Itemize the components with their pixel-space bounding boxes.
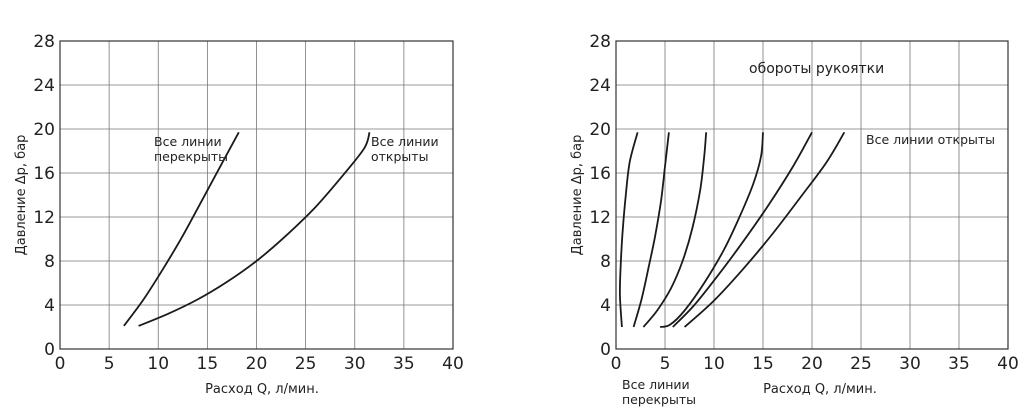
x-tick-label: 25	[295, 354, 317, 374]
y-tick-label: 28	[589, 32, 611, 52]
y-tick-label: 28	[33, 32, 55, 52]
series-curve-3	[642, 132, 708, 328]
plot-frame	[615, 40, 1009, 350]
annotation-handle: обороты рукоятки	[749, 61, 884, 77]
annotation-open: Все линии открыты	[866, 132, 995, 147]
x-tick-label: 30	[899, 354, 921, 374]
x-axis-title: Расход Q, л/мин.	[205, 382, 319, 397]
series-curve-6	[683, 131, 846, 328]
y-tick-label: 24	[33, 76, 55, 96]
x-tick-label: 10	[147, 354, 169, 374]
annotation-open: Все линии	[371, 134, 439, 149]
plot-frame	[59, 40, 454, 350]
series-curve-4	[659, 132, 764, 328]
y-tick-label: 12	[589, 208, 611, 228]
x-tick-label: 5	[104, 354, 115, 374]
series-curve-1	[123, 131, 240, 327]
y-tick-label: 0	[600, 340, 611, 360]
y-tick-label: 4	[600, 296, 611, 316]
series-curve-1	[618, 132, 639, 328]
x-tick-label: 40	[997, 354, 1019, 374]
x-tick-label: 0	[55, 354, 66, 374]
y-axis-title: Давление Δp, бар	[14, 135, 29, 256]
y-tick-label: 24	[589, 76, 611, 96]
x-tick-label: 35	[948, 354, 970, 374]
series-curve-2	[138, 132, 371, 327]
x-tick-label: 10	[703, 354, 725, 374]
x-tick-label: 25	[850, 354, 872, 374]
annotation-closed: Все линии	[622, 377, 690, 392]
x-tick-label: 5	[660, 354, 671, 374]
y-tick-label: 0	[44, 340, 55, 360]
chart-2: 0 5 10 15 20 25 30 35 40 0 4 8 12 16 20 24 28 Расход Q, л…	[570, 32, 1019, 407]
annotation-open: открыты	[371, 149, 428, 164]
y-tick-label: 8	[44, 252, 55, 272]
x-tick-label: 20	[801, 354, 823, 374]
y-tick-label: 8	[600, 252, 611, 272]
series-curve-2	[632, 132, 670, 328]
x-tick-label: 35	[393, 354, 415, 374]
x-tick-label: 20	[246, 354, 268, 374]
y-tick-label: 20	[589, 120, 611, 140]
annotation-closed: Все линии	[154, 134, 222, 149]
y-tick-label: 20	[33, 120, 55, 140]
x-tick-label: 30	[344, 354, 366, 374]
y-tick-label: 4	[44, 296, 55, 316]
y-axis-title: Давление Δp, бар	[570, 135, 585, 256]
x-tick-label: 15	[752, 354, 774, 374]
annotation-closed: перекрыты	[154, 149, 228, 164]
x-tick-label: 40	[442, 354, 464, 374]
y-tick-label: 12	[33, 208, 55, 228]
chart-1: 0 5 10 15 20 25 30 35 40 0 4 8 12 16 20 24 28 Расход Q, л…	[14, 32, 464, 397]
series-curve-5	[672, 131, 813, 328]
x-tick-label: 15	[197, 354, 219, 374]
x-axis-title: Расход Q, л/мин.	[763, 382, 877, 397]
x-tick-label: 0	[611, 354, 622, 374]
y-tick-label: 16	[589, 164, 611, 184]
annotation-closed: перекрыты	[622, 392, 696, 407]
y-tick-label: 16	[33, 164, 55, 184]
